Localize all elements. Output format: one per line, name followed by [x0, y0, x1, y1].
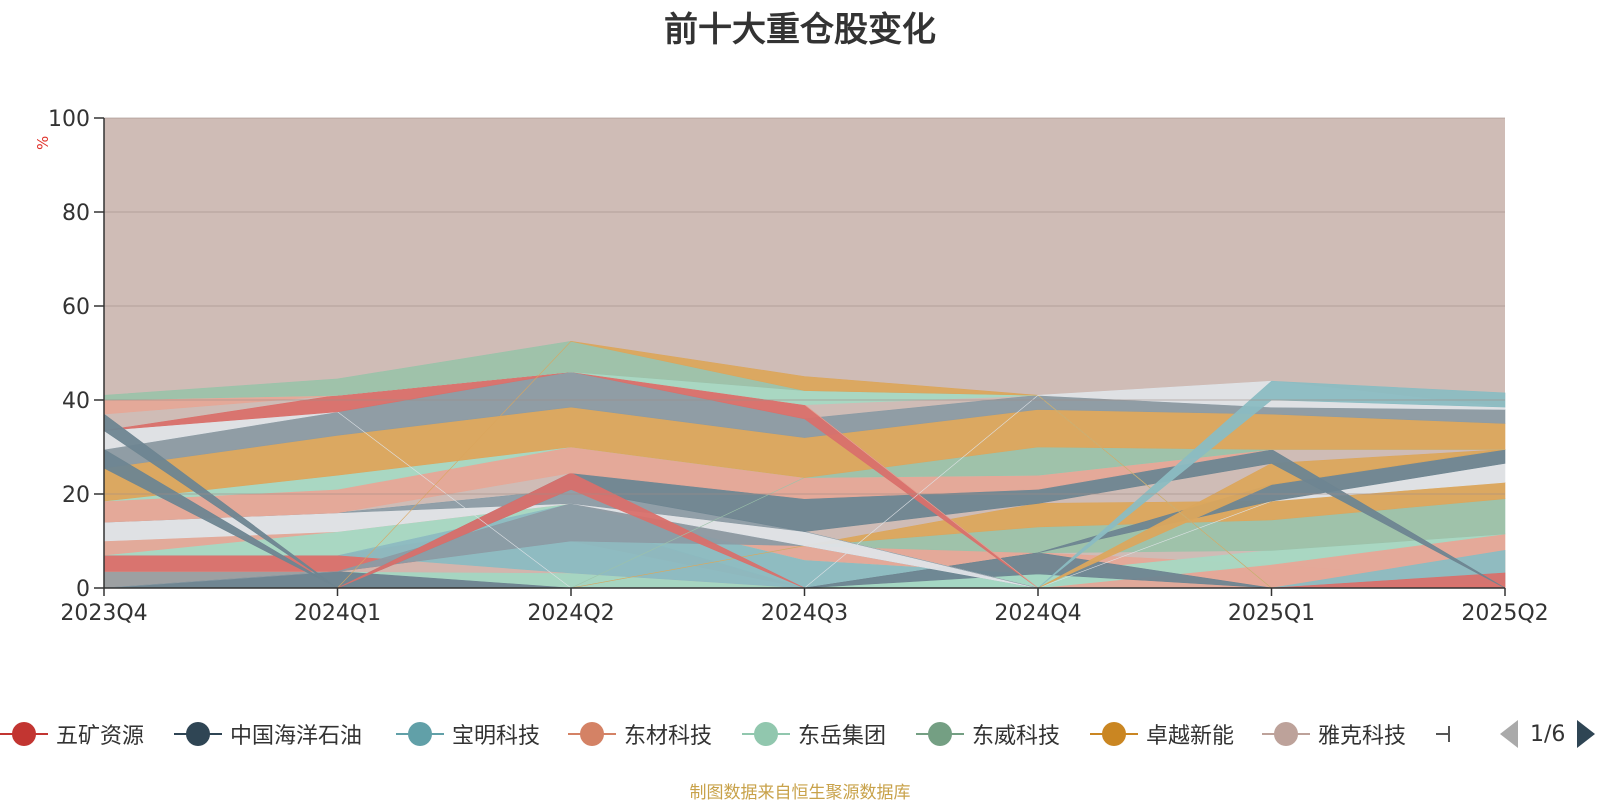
legend-marker-icon — [568, 722, 616, 746]
area-layer-15 — [104, 481, 1506, 589]
y-tick-label: 20 — [62, 483, 90, 508]
legend-pager: 1/6 — [1500, 714, 1596, 754]
legend-item[interactable]: 卓越新能 — [1090, 714, 1234, 754]
legend-overflow-marker-icon — [1448, 726, 1450, 742]
y-tick-label: 80 — [62, 201, 90, 226]
x-tick-label: 2024Q1 — [294, 601, 381, 626]
y-tick-label: 100 — [48, 107, 90, 132]
legend-marker-icon — [396, 722, 444, 746]
area-layer-37 — [104, 340, 1505, 589]
legend-item[interactable]: 中国海洋石油 — [174, 714, 362, 754]
legend-item[interactable]: 东岳集团 — [742, 714, 886, 754]
chart-title: 前十大重仓股变化 — [664, 10, 936, 50]
legend-label: 雅克科技 — [1318, 724, 1407, 749]
legend-marker-icon — [1262, 722, 1310, 746]
legend-prev-page-icon[interactable] — [1500, 720, 1518, 748]
legend-label: 五矿资源 — [56, 724, 145, 749]
legend-page-number: 1/6 — [1530, 721, 1566, 747]
legend-marker-icon — [0, 722, 48, 746]
legend-overflow-marker-icon — [1436, 733, 1450, 735]
x-tick-label: 2024Q2 — [527, 601, 614, 626]
x-tick-label: 2025Q1 — [1228, 601, 1315, 626]
x-tick-label: 2025Q2 — [1461, 601, 1548, 626]
legend-marker-icon — [1090, 722, 1138, 746]
legend-marker-icon — [916, 722, 964, 746]
legend-label: 东威科技 — [972, 724, 1061, 749]
legend-marker-icon — [174, 722, 222, 746]
data-source-note: 制图数据来自恒生聚源数据库 — [689, 783, 911, 803]
legend-item[interactable]: 宝明科技 — [396, 714, 540, 754]
legend-label: 中国海洋石油 — [230, 724, 363, 749]
legend-item[interactable]: 五矿资源 — [0, 714, 144, 754]
legend-label: 卓越新能 — [1146, 724, 1235, 749]
legend-item[interactable]: 东威科技 — [916, 714, 1060, 754]
legend-item[interactable]: 东材科技 — [568, 714, 712, 754]
y-tick-label: 0 — [76, 577, 90, 602]
y-tick-label: 40 — [62, 389, 90, 414]
x-tick-label: 2024Q4 — [994, 601, 1081, 626]
legend: 五矿资源 中国海洋石油 宝明科技 东材科技 东岳集团 东威科技 卓越新能 雅克科技 — [0, 714, 1600, 754]
legend-label: 宝明科技 — [452, 724, 541, 749]
legend-label: 东岳集团 — [798, 724, 887, 749]
x-tick-label: 2024Q3 — [761, 601, 848, 626]
legend-item[interactable]: 雅克科技 — [1262, 714, 1406, 754]
y-tick-label: 60 — [62, 295, 90, 320]
x-tick-label: 2023Q4 — [60, 601, 147, 626]
legend-label: 东材科技 — [624, 724, 713, 749]
legend-marker-icon — [742, 722, 790, 746]
legend-next-page-icon[interactable] — [1577, 720, 1596, 748]
y-axis-unit-label: % — [34, 135, 52, 150]
